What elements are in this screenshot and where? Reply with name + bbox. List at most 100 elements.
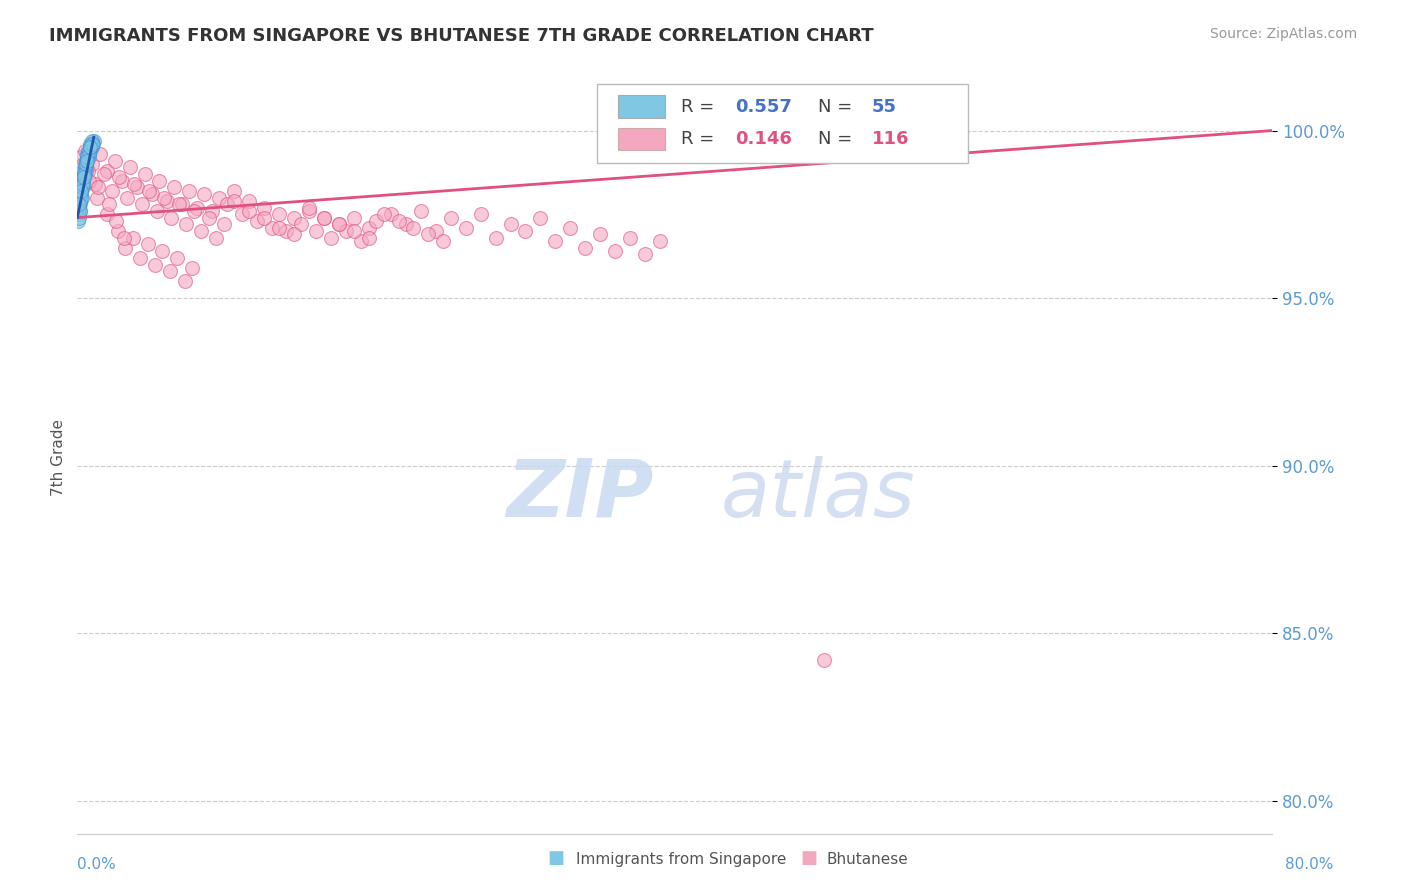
Text: 80.0%: 80.0% xyxy=(1285,857,1333,872)
Text: 0.557: 0.557 xyxy=(735,97,792,116)
Point xyxy=(80,136,103,151)
Point xyxy=(77,147,100,161)
Point xyxy=(366,214,388,228)
Point xyxy=(253,201,276,215)
Point xyxy=(166,251,188,265)
Text: R =: R = xyxy=(681,130,720,148)
Point xyxy=(432,234,454,248)
Point xyxy=(75,157,97,171)
Point xyxy=(73,161,96,175)
Text: 0.0%: 0.0% xyxy=(77,857,117,872)
Point xyxy=(105,214,128,228)
Point xyxy=(70,190,93,204)
Point xyxy=(357,220,380,235)
Bar xyxy=(617,95,665,118)
Point xyxy=(179,184,201,198)
Point xyxy=(145,203,167,218)
Point xyxy=(152,244,174,259)
Point xyxy=(86,190,108,204)
Point xyxy=(79,144,101,158)
Point xyxy=(70,177,93,191)
Point xyxy=(70,180,93,194)
Point xyxy=(589,227,612,242)
Point xyxy=(290,217,312,231)
Point xyxy=(283,227,305,242)
Point xyxy=(170,197,193,211)
Point xyxy=(141,187,163,202)
Point xyxy=(190,224,212,238)
Point xyxy=(96,207,118,221)
Text: 0.146: 0.146 xyxy=(735,130,792,148)
Text: atlas: atlas xyxy=(721,456,915,533)
Point xyxy=(167,197,190,211)
Point xyxy=(238,194,260,208)
Text: ■: ■ xyxy=(800,849,817,867)
Point xyxy=(163,180,186,194)
Text: Immigrants from Singapore: Immigrants from Singapore xyxy=(576,852,787,867)
Text: IMMIGRANTS FROM SINGAPORE VS BHUTANESE 7TH GRADE CORRELATION CHART: IMMIGRANTS FROM SINGAPORE VS BHUTANESE 7… xyxy=(49,27,875,45)
Point xyxy=(96,163,118,178)
Point xyxy=(343,224,366,238)
Point xyxy=(634,247,657,261)
Point xyxy=(267,207,290,221)
Point xyxy=(193,187,215,202)
Point xyxy=(93,167,115,181)
Point xyxy=(80,140,103,154)
Point xyxy=(72,177,94,191)
Point xyxy=(97,197,120,211)
Point xyxy=(69,194,91,208)
Point xyxy=(395,217,418,231)
Point xyxy=(350,234,373,248)
Point xyxy=(260,220,283,235)
Point xyxy=(73,144,96,158)
Text: 55: 55 xyxy=(872,97,897,116)
Point xyxy=(186,201,208,215)
Point xyxy=(143,258,166,272)
Text: ZIP: ZIP xyxy=(506,456,652,533)
Point xyxy=(357,231,380,245)
Point xyxy=(83,134,105,148)
Point xyxy=(470,207,492,221)
Point xyxy=(77,150,100,164)
FancyBboxPatch shape xyxy=(598,84,967,163)
Point xyxy=(70,184,93,198)
Point xyxy=(425,224,447,238)
Point xyxy=(67,214,90,228)
Point xyxy=(73,170,96,185)
Point xyxy=(73,167,96,181)
Point xyxy=(283,211,305,225)
Point xyxy=(122,177,145,191)
Point xyxy=(574,241,596,255)
Point xyxy=(246,214,269,228)
Point xyxy=(72,157,94,171)
Y-axis label: 7th Grade: 7th Grade xyxy=(51,418,66,496)
Point xyxy=(70,190,93,204)
Point xyxy=(84,177,107,191)
Point xyxy=(76,150,98,164)
Point xyxy=(80,140,103,154)
Bar xyxy=(617,128,665,151)
Point xyxy=(253,211,276,225)
Point xyxy=(231,207,253,221)
Point xyxy=(201,203,224,218)
Point xyxy=(529,211,551,225)
Point xyxy=(76,153,98,168)
Point xyxy=(298,203,321,218)
Point xyxy=(79,174,101,188)
Point xyxy=(75,157,97,171)
Text: N =: N = xyxy=(818,97,858,116)
Point xyxy=(129,251,152,265)
Point xyxy=(118,161,141,175)
Text: Source: ZipAtlas.com: Source: ZipAtlas.com xyxy=(1209,27,1357,41)
Point xyxy=(80,134,103,148)
Point xyxy=(312,211,335,225)
Point xyxy=(224,194,246,208)
Point xyxy=(121,231,143,245)
Point xyxy=(75,161,97,175)
Point xyxy=(107,224,129,238)
Point xyxy=(100,184,122,198)
Point xyxy=(76,150,98,164)
Point xyxy=(79,147,101,161)
Point xyxy=(67,201,90,215)
Point xyxy=(79,136,101,151)
